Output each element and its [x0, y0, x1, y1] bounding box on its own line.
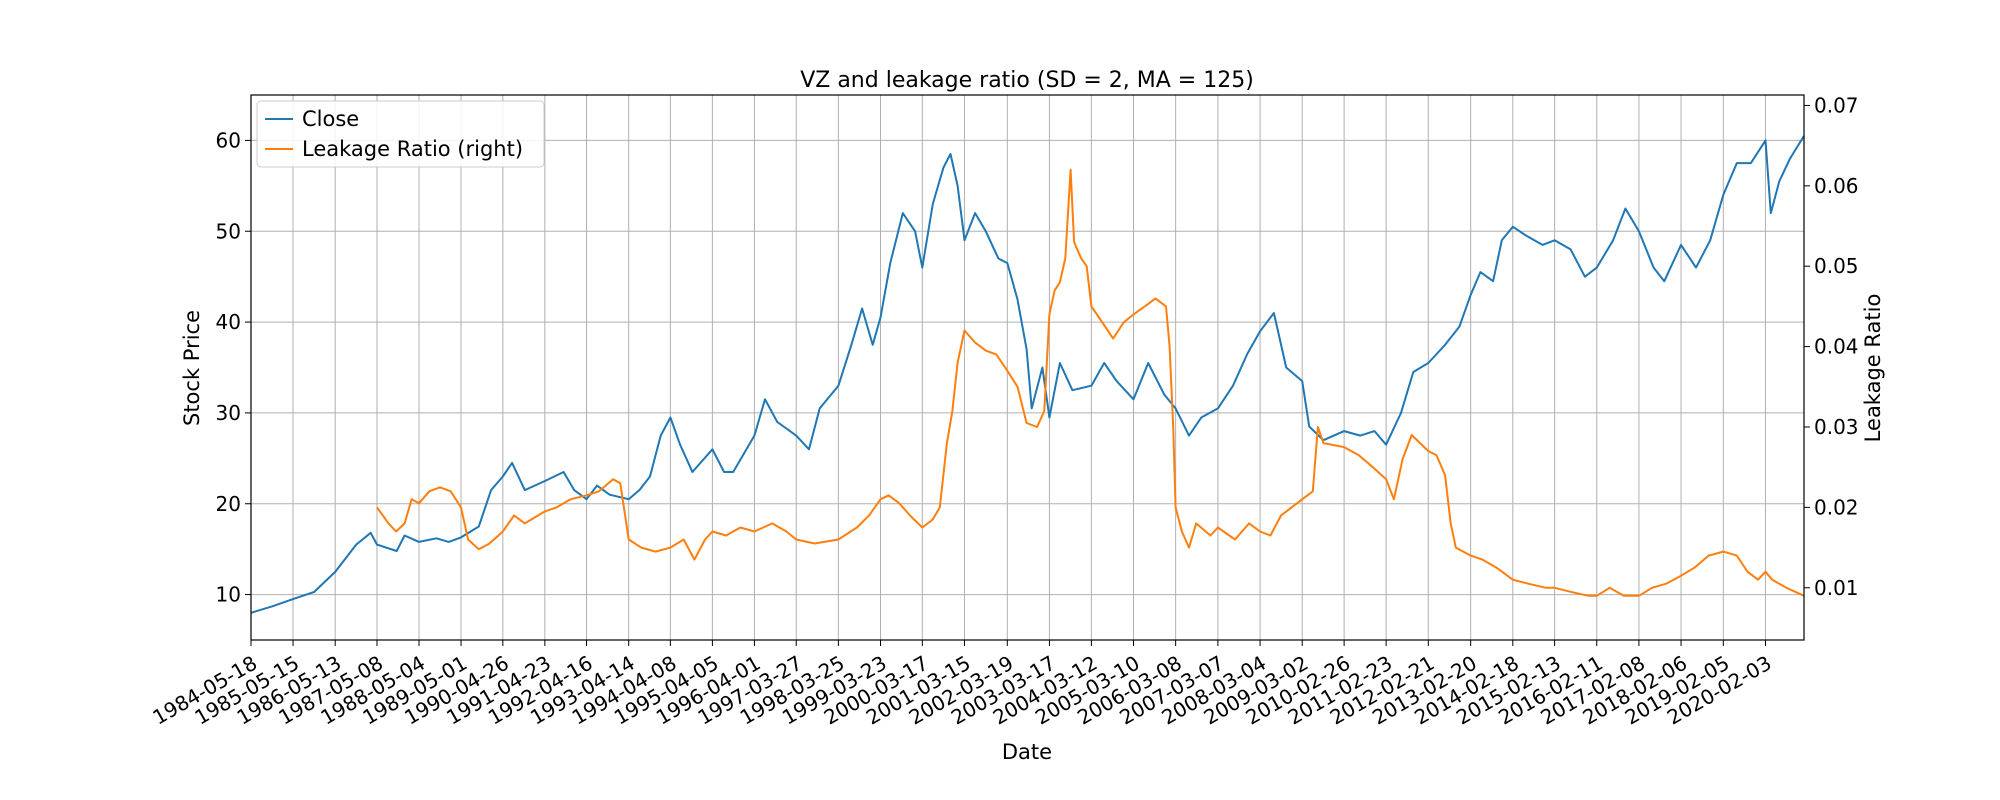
- y2-tick-label: 0.06: [1814, 174, 1859, 198]
- plot-frame: [250, 94, 1805, 641]
- y2-tick-label: 0.07: [1814, 93, 1859, 117]
- y-tick-label: 40: [216, 310, 241, 334]
- y-tick-label: 50: [216, 219, 241, 243]
- y2-tick-label: 0.03: [1814, 415, 1859, 439]
- leakage-ratio-series: [376, 168, 1805, 597]
- grid-lines: [250, 95, 1804, 640]
- y2-tick-label: 0.05: [1814, 254, 1859, 278]
- y-axis-ticks: 10 20 30 40 50 60: [216, 128, 251, 607]
- chart-title: VZ and leakage ratio (SD = 2, MA = 125): [800, 68, 1254, 93]
- legend-leakage-label: Leakage Ratio (right): [302, 137, 523, 161]
- x-axis-ticks: 1984-05-181985-05-151986-05-131987-05-08…: [148, 640, 1776, 730]
- close-price-series: [250, 135, 1805, 614]
- y2-tick-label: 0.02: [1814, 495, 1859, 519]
- y2-tick-label: 0.01: [1814, 576, 1859, 600]
- y2-axis-ticks: 0.01 0.02 0.03 0.04 0.05 0.06 0.07: [1804, 93, 1859, 600]
- legend-close-label: Close: [302, 107, 359, 131]
- y2-tick-label: 0.04: [1814, 335, 1859, 359]
- legend-box: [256, 100, 545, 168]
- y2-axis-label: Leakage Ratio: [1861, 294, 1885, 443]
- legend: Close Leakage Ratio (right): [256, 100, 545, 168]
- y-axis-label: Stock Price: [180, 310, 204, 426]
- y-tick-label: 30: [216, 401, 241, 425]
- y-tick-label: 10: [216, 583, 241, 607]
- x-axis-label: Date: [1002, 740, 1052, 764]
- y-tick-label: 60: [216, 128, 241, 152]
- y-tick-label: 20: [216, 492, 241, 516]
- series-layer: [250, 135, 1805, 614]
